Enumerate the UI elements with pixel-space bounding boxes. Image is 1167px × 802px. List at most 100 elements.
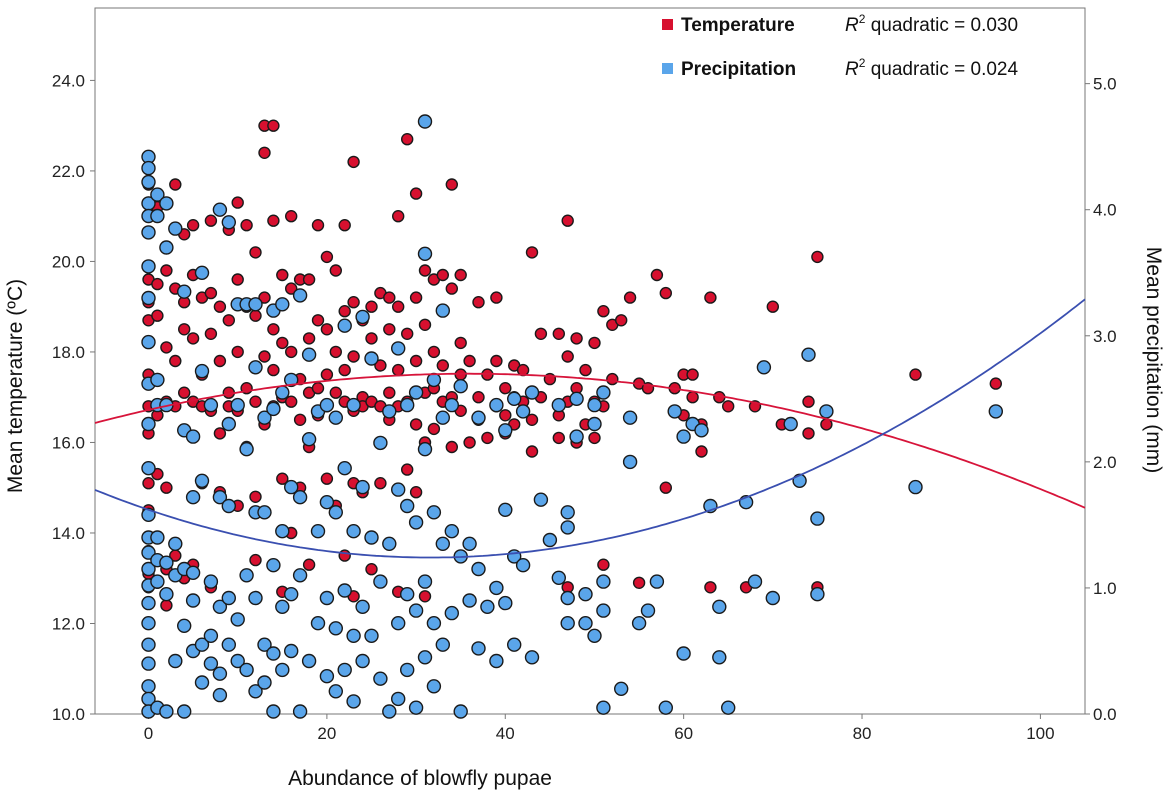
point-temperature bbox=[659, 286, 672, 300]
point-precipitation bbox=[346, 694, 361, 709]
point-precipitation bbox=[212, 202, 228, 217]
point-precipitation bbox=[301, 347, 317, 362]
point-precipitation bbox=[426, 372, 442, 388]
point-temperature bbox=[445, 178, 458, 191]
point-precipitation bbox=[292, 288, 308, 303]
point-temperature bbox=[231, 196, 244, 209]
point-precipitation bbox=[417, 442, 433, 457]
point-temperature bbox=[338, 549, 351, 562]
point-precipitation bbox=[194, 637, 210, 652]
point-temperature bbox=[686, 391, 699, 404]
point-temperature bbox=[151, 309, 164, 322]
point-precipitation bbox=[150, 574, 165, 589]
point-precipitation bbox=[417, 246, 433, 262]
point-precipitation bbox=[266, 646, 281, 661]
point-precipitation bbox=[355, 479, 370, 495]
point-precipitation bbox=[426, 679, 442, 694]
point-temperature bbox=[472, 296, 485, 309]
point-temperature bbox=[320, 250, 334, 264]
point-precipitation bbox=[176, 704, 192, 719]
point-precipitation bbox=[400, 662, 415, 678]
point-precipitation bbox=[596, 574, 611, 589]
point-precipitation bbox=[676, 646, 691, 661]
point-temperature bbox=[177, 323, 191, 336]
point-precipitation bbox=[284, 372, 299, 388]
point-precipitation bbox=[328, 505, 343, 520]
point-temperature bbox=[463, 436, 476, 449]
point-precipitation bbox=[569, 391, 584, 406]
point-precipitation bbox=[622, 454, 638, 470]
point-temperature bbox=[231, 273, 244, 286]
point-precipitation bbox=[141, 225, 156, 240]
point-temperature bbox=[615, 314, 628, 327]
point-temperature bbox=[285, 345, 298, 359]
point-precipitation bbox=[676, 429, 691, 444]
fit-prefix: R bbox=[845, 59, 859, 80]
y2-tick-label: 2.0 bbox=[1093, 453, 1117, 472]
point-precipitation bbox=[185, 565, 201, 580]
point-precipitation bbox=[596, 700, 611, 715]
point-temperature bbox=[365, 332, 378, 345]
x-tick-label: 20 bbox=[317, 724, 336, 743]
point-precipitation bbox=[578, 616, 593, 631]
point-temperature bbox=[365, 563, 378, 576]
point-temperature bbox=[722, 400, 735, 413]
point-temperature bbox=[525, 445, 539, 458]
point-precipitation bbox=[355, 599, 370, 614]
point-precipitation bbox=[159, 704, 174, 719]
point-precipitation bbox=[301, 653, 317, 669]
point-precipitation bbox=[721, 700, 736, 715]
point-precipitation bbox=[159, 196, 174, 211]
point-temperature bbox=[186, 218, 200, 232]
point-temperature bbox=[285, 209, 298, 223]
y-tick-label: 16.0 bbox=[52, 433, 85, 452]
point-precipitation bbox=[212, 490, 228, 505]
point-precipitation bbox=[185, 593, 201, 608]
point-precipitation bbox=[444, 397, 459, 413]
point-temperature bbox=[695, 445, 708, 458]
point-temperature bbox=[525, 246, 539, 259]
point-precipitation bbox=[248, 590, 263, 606]
point-precipitation bbox=[667, 404, 682, 419]
point-precipitation bbox=[185, 429, 201, 444]
point-temperature bbox=[311, 314, 325, 327]
point-temperature bbox=[285, 395, 298, 408]
point-precipitation bbox=[176, 618, 192, 633]
point-temperature bbox=[579, 363, 592, 377]
point-precipitation bbox=[498, 595, 513, 611]
point-precipitation bbox=[587, 416, 602, 432]
point-precipitation bbox=[141, 595, 156, 611]
point-precipitation bbox=[257, 675, 272, 690]
point-temperature bbox=[240, 218, 253, 232]
point-temperature bbox=[302, 273, 316, 286]
point-temperature bbox=[445, 440, 458, 454]
point-precipitation bbox=[560, 616, 575, 631]
point-precipitation bbox=[515, 558, 531, 573]
point-precipitation bbox=[239, 662, 254, 678]
y2-axis-title: Mean precipitation (mm) bbox=[1142, 247, 1165, 473]
x-tick-label: 0 bbox=[144, 724, 153, 743]
point-temperature bbox=[320, 368, 334, 381]
point-precipitation bbox=[141, 174, 156, 190]
point-precipitation bbox=[194, 363, 210, 379]
point-precipitation bbox=[141, 637, 156, 652]
point-temperature bbox=[445, 282, 458, 295]
y2-tick-label: 5.0 bbox=[1093, 75, 1117, 94]
point-precipitation bbox=[355, 653, 370, 669]
point-temperature bbox=[276, 472, 289, 485]
point-precipitation bbox=[355, 309, 370, 325]
y-tick-label: 22.0 bbox=[52, 162, 85, 181]
point-precipitation bbox=[221, 215, 237, 230]
point-temperature bbox=[329, 264, 342, 277]
point-precipitation bbox=[498, 502, 513, 517]
point-precipitation bbox=[203, 628, 219, 643]
point-precipitation bbox=[587, 628, 602, 643]
y2-tick-label: 3.0 bbox=[1093, 327, 1117, 346]
point-precipitation bbox=[819, 404, 834, 419]
point-temperature bbox=[436, 359, 449, 372]
y2-tick-label: 1.0 bbox=[1093, 579, 1117, 598]
point-temperature bbox=[374, 477, 387, 490]
point-precipitation bbox=[622, 410, 638, 425]
point-precipitation bbox=[400, 397, 415, 413]
